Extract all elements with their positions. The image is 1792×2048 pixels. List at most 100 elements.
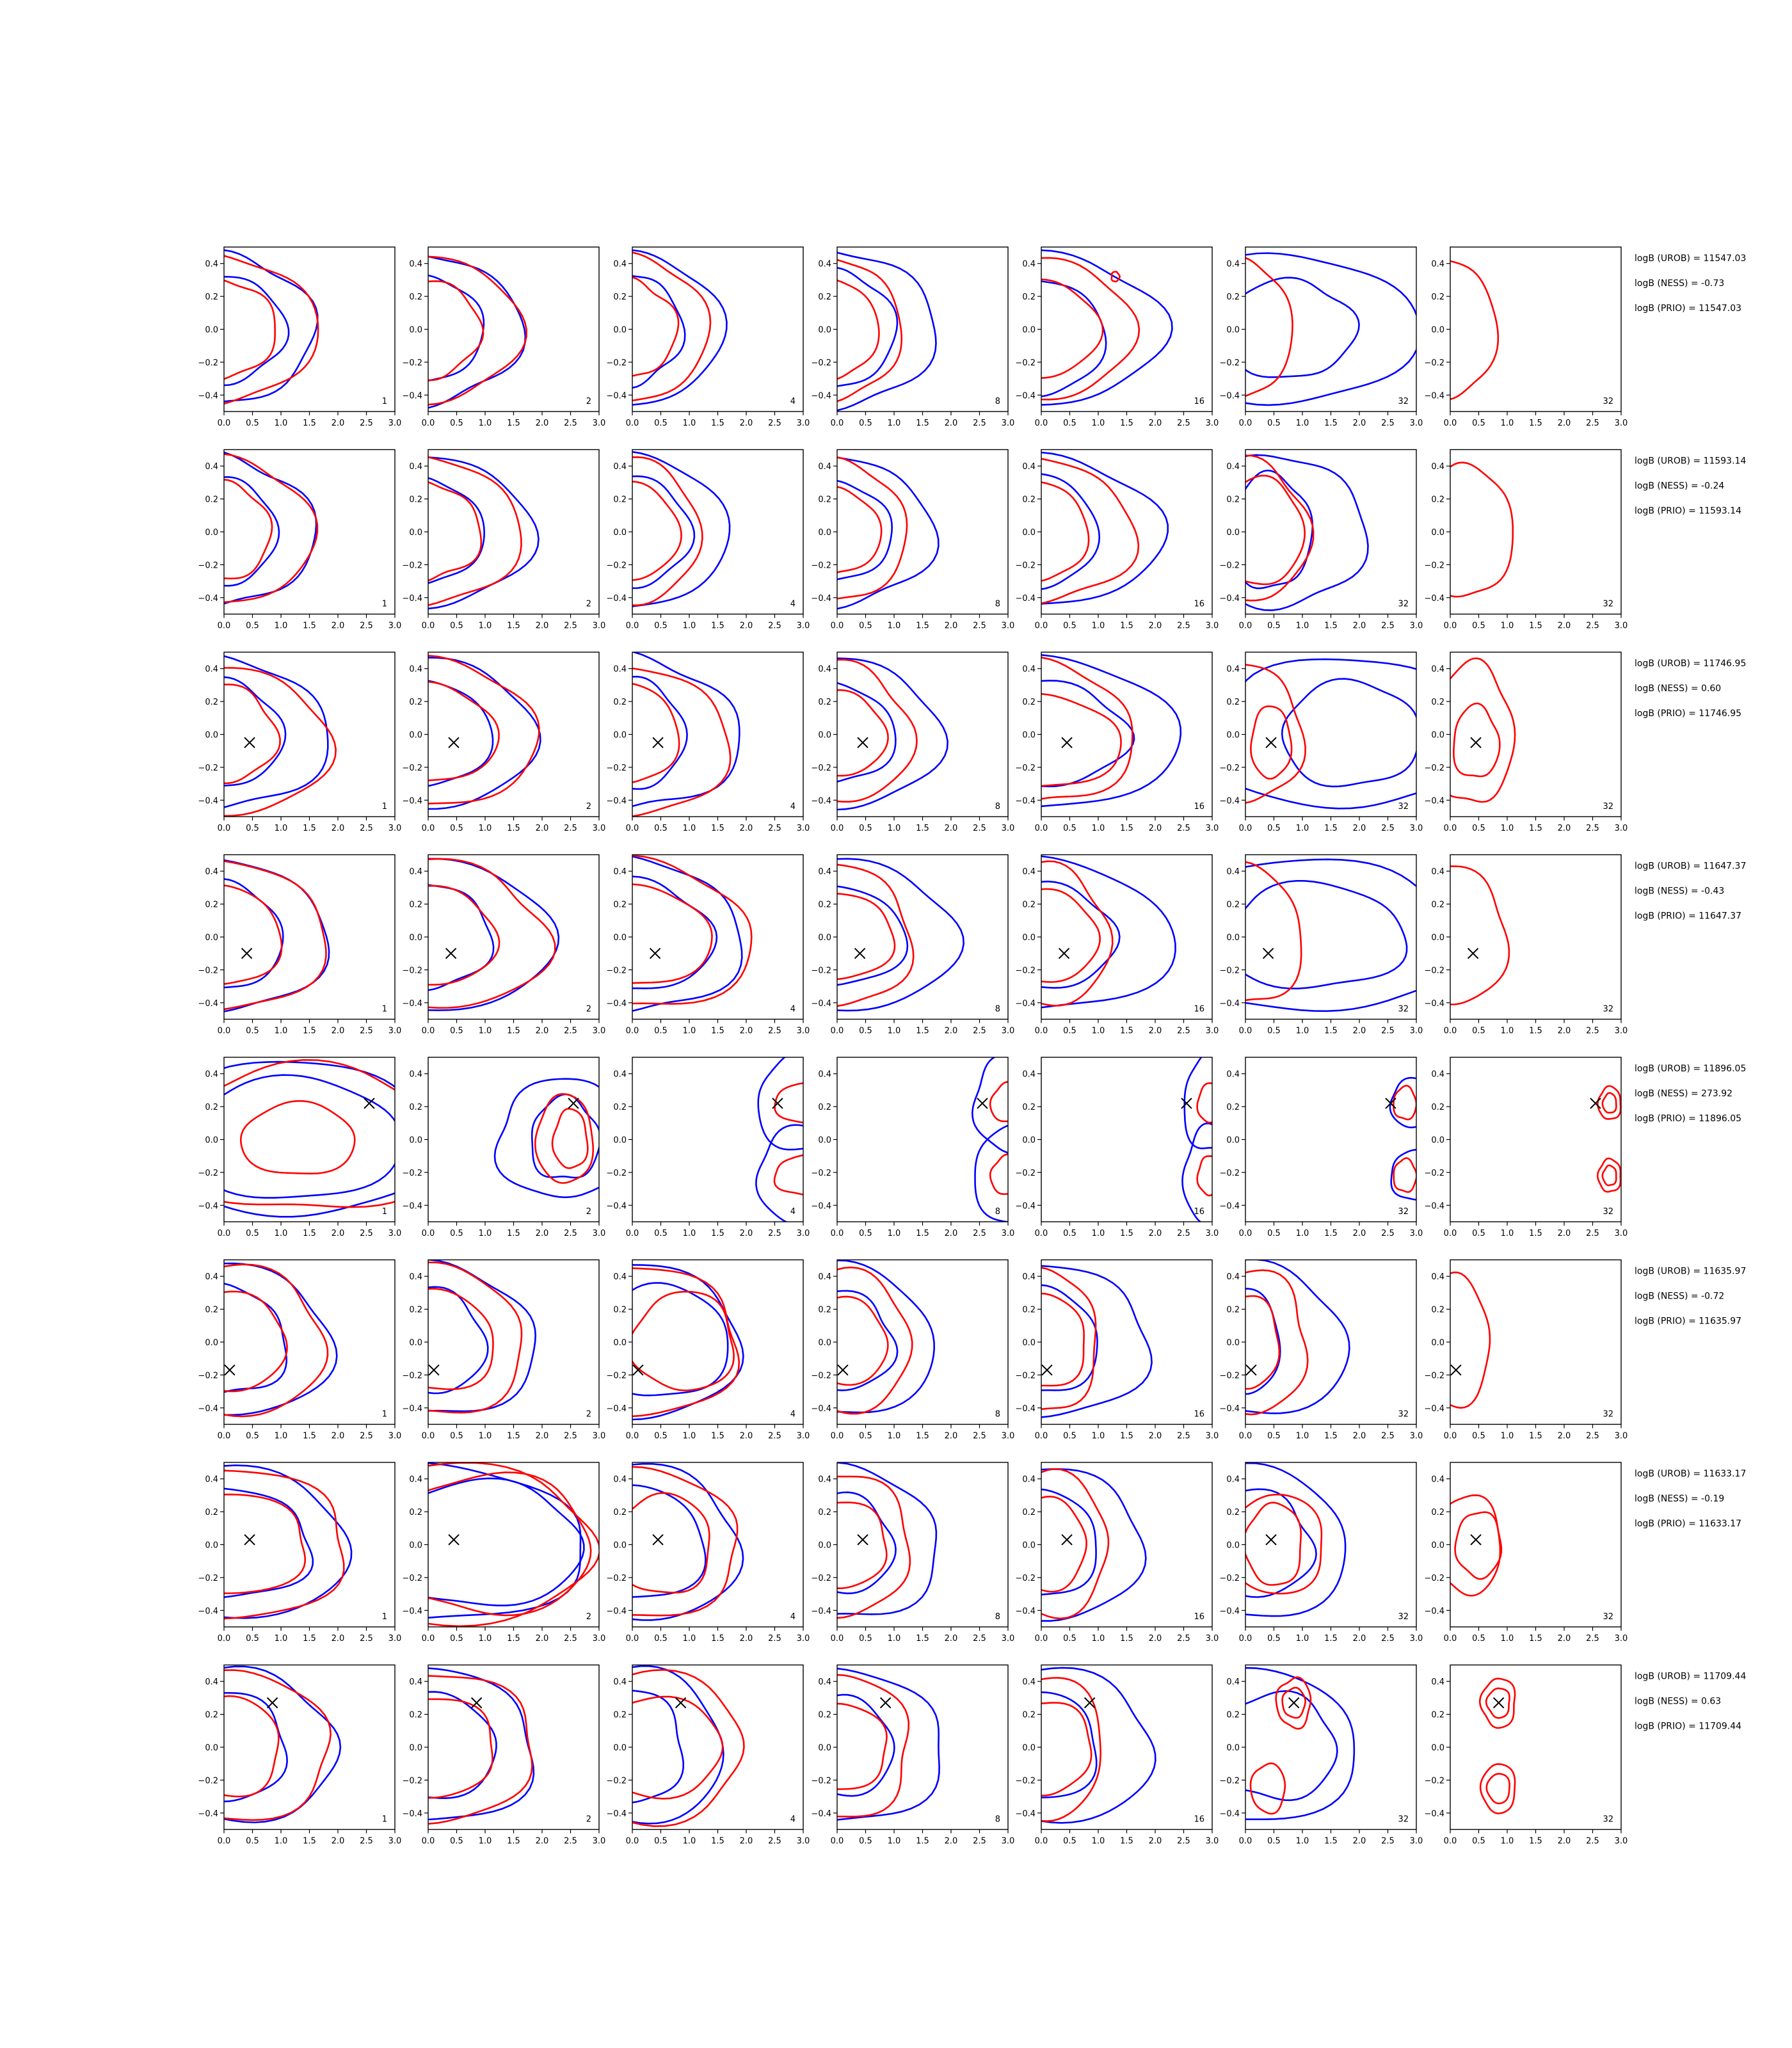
true-parameter-marker [1262, 947, 1274, 959]
y-tick-label: 0.2 [818, 1711, 831, 1720]
red-contour [1196, 1155, 1212, 1197]
axes-frame [1041, 1664, 1213, 1830]
panel-r6-c3: 0.0 0.5 1.0 1.5 2.0 2.5 3.0 0.4 0.2 0.0 −0.2 −0.4 8 [811, 1462, 1014, 1644]
x-tick-label: 1.5 [916, 1837, 929, 1846]
x-tick-label: 1.5 [1120, 1229, 1133, 1238]
y-tick-label: 0.4 [1022, 462, 1036, 472]
y-tick-label: 0.4 [1431, 1677, 1444, 1687]
blue-contour [224, 655, 329, 808]
column-label: 4 [790, 1207, 796, 1217]
true-parameter-marker [1084, 1697, 1096, 1709]
x-tick-label: 1.5 [1529, 1634, 1542, 1644]
x-tick-label: 3.0 [1615, 1229, 1628, 1238]
column-label: 32 [1398, 600, 1409, 609]
y-tick-label: 0.4 [205, 1677, 218, 1687]
red-contour [632, 1291, 735, 1391]
logb-stat: logB (NESS) = -0.19 [1635, 1494, 1724, 1504]
x-tick-label: 0.5 [1267, 824, 1281, 833]
blue-contour [1041, 473, 1101, 590]
blue-contour [1281, 678, 1416, 788]
panel-r5-c1: 0.0 0.5 1.0 1.5 2.0 2.5 3.0 0.4 0.2 0.0 −0.2 −0.4 2 [402, 1259, 605, 1441]
x-tick-label: 0.5 [1267, 621, 1281, 631]
y-tick-label: 0.2 [205, 698, 218, 707]
x-tick-label: 3.0 [797, 1027, 810, 1036]
panel-r0-c3: 0.0 0.5 1.0 1.5 2.0 2.5 3.0 0.4 0.2 0.0 −0.2 −0.4 8 [811, 246, 1014, 428]
y-tick-label: −0.4 [1015, 1201, 1036, 1211]
x-tick-label: 1.5 [711, 1229, 724, 1238]
logb-stat: logB (UROB) = 11647.37 [1635, 861, 1746, 872]
axes-frame [836, 1057, 1009, 1222]
y-tick-label: −0.2 [606, 764, 627, 773]
x-tick-label: 1.0 [1296, 1432, 1309, 1441]
blue-contour [428, 477, 486, 584]
blue-contour [224, 451, 317, 605]
blue-contour [837, 657, 949, 811]
x-tick-label: 2.0 [1149, 419, 1162, 428]
red-contour [428, 884, 500, 986]
y-tick-label: −0.4 [1015, 1404, 1036, 1414]
blue-contour [1245, 1288, 1281, 1395]
contour-layer [224, 451, 319, 605]
x-tick-label: 0.0 [1444, 824, 1457, 833]
x-tick-label: 0.0 [1444, 1837, 1457, 1846]
y-tick-label: 0.2 [409, 698, 422, 707]
axes-frame [1041, 854, 1213, 1020]
y-tick-label: 0.2 [1022, 698, 1036, 707]
x-tick-label: 2.0 [740, 419, 753, 428]
contour-layer [837, 1462, 938, 1619]
y-tick-label: 0.0 [818, 528, 831, 538]
axes-frame [1450, 246, 1622, 412]
panel-r2-c3: 0.0 0.5 1.0 1.5 2.0 2.5 3.0 0.4 0.2 0.0 −0.2 −0.4 8 [811, 652, 1014, 833]
red-contour [428, 1698, 493, 1799]
x-tick-label: 3.0 [1206, 1229, 1219, 1238]
x-tick-label: 2.0 [332, 1229, 345, 1238]
axes-frame [1245, 1259, 1417, 1425]
x-tick-label: 3.0 [593, 419, 606, 428]
y-tick-label: 0.2 [1022, 900, 1036, 910]
column-label: 8 [995, 802, 1000, 812]
y-tick-label: 0.0 [818, 1136, 831, 1146]
x-tick-label: 2.5 [973, 1634, 986, 1644]
panel-r4-c6: 0.0 0.5 1.0 1.5 2.0 2.5 3.0 0.4 0.2 0.0 −0.2 −0.4 32 [1424, 1057, 1628, 1238]
column-label: 2 [586, 802, 591, 812]
x-tick-label: 1.0 [479, 1837, 492, 1846]
true-parameter-marker [1245, 1364, 1257, 1376]
x-tick-label: 0.5 [450, 1837, 463, 1846]
x-tick-label: 0.0 [1239, 1027, 1252, 1036]
blue-contour [428, 657, 541, 810]
y-tick-label: 0.2 [1226, 292, 1240, 302]
column-label: 1 [382, 1207, 387, 1217]
y-tick-label: 0.4 [1022, 1272, 1036, 1282]
red-contour [1450, 461, 1514, 598]
x-tick-label: 3.0 [1206, 1837, 1219, 1846]
y-tick-label: −0.4 [1424, 796, 1444, 806]
x-tick-label: 0.5 [1472, 1837, 1485, 1846]
contour-layer [1245, 454, 1369, 611]
column-label: 4 [790, 1815, 796, 1825]
contour-layer [1041, 1265, 1153, 1418]
y-tick-label: 0.2 [613, 495, 627, 505]
y-tick-label: −0.2 [606, 358, 627, 368]
x-tick-label: 0.5 [246, 1634, 259, 1644]
x-tick-label: 1.5 [1529, 824, 1542, 833]
x-tick-label: 2.5 [973, 1027, 986, 1036]
x-tick-label: 2.5 [973, 824, 986, 833]
blue-contour [632, 275, 686, 389]
y-tick-label: −0.4 [811, 594, 831, 604]
y-tick-label: −0.4 [1424, 594, 1444, 604]
y-tick-label: 0.2 [205, 495, 218, 505]
y-tick-label: 0.4 [613, 1677, 627, 1687]
contour-layer [1041, 1667, 1156, 1824]
x-tick-label: 2.0 [1149, 1634, 1162, 1644]
red-contour [837, 1674, 910, 1818]
axes-frame [223, 449, 396, 615]
red-contour [428, 1462, 599, 1627]
x-tick-label: 1.0 [1501, 1634, 1514, 1644]
axes-frame [632, 854, 804, 1020]
panel-r1-c6: 0.0 0.5 1.0 1.5 2.0 2.5 3.0 0.4 0.2 0.0 −0.2 −0.4 32 [1424, 449, 1628, 631]
column-label: 1 [382, 802, 387, 812]
red-contour [1485, 1773, 1510, 1805]
red-contour [428, 680, 500, 781]
y-tick-label: −0.4 [1219, 1809, 1240, 1819]
